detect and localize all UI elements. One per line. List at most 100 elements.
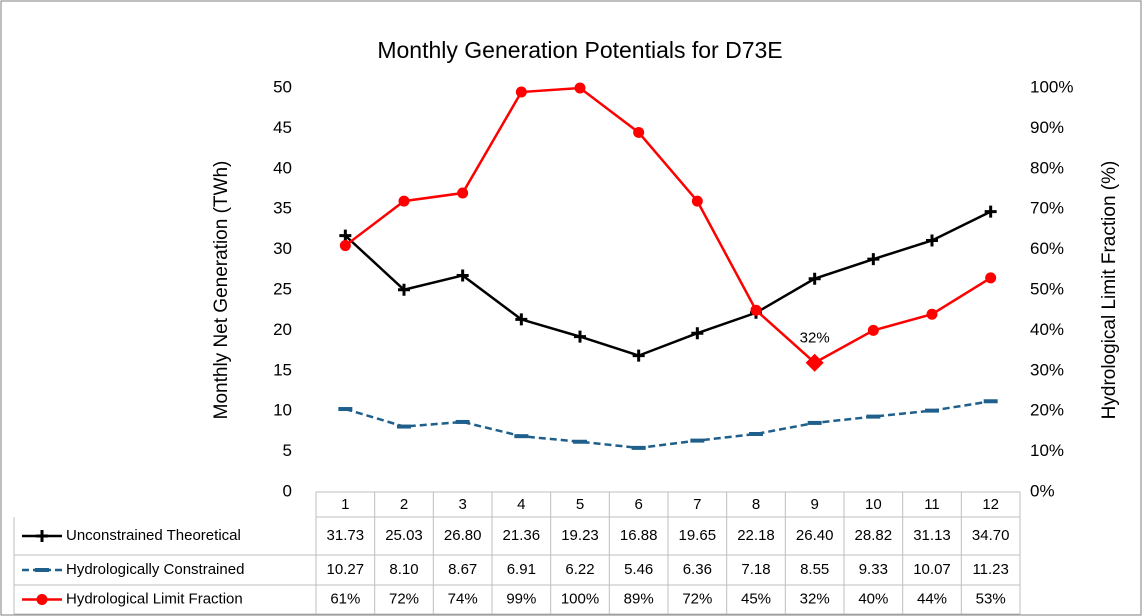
series-marker	[691, 195, 703, 207]
table-cell: 99%	[506, 590, 536, 607]
series-marker	[515, 313, 528, 326]
series-marker	[574, 330, 586, 343]
table-cell: 26.80	[444, 527, 482, 544]
series-marker	[339, 240, 351, 252]
legend-label: Hydrological Limit Fraction	[66, 590, 243, 607]
table-cell: 6.22	[565, 561, 594, 578]
table-cell: 74%	[448, 590, 478, 607]
series-marker	[926, 308, 938, 320]
y-tick-label: 25	[273, 279, 292, 298]
table-cell: 40%	[858, 590, 888, 607]
y-tick-label: 20	[273, 320, 292, 339]
legend-marker	[36, 594, 48, 605]
table-cell: 21.36	[503, 527, 541, 544]
series-line	[344, 86, 992, 365]
table-cell: 26.40	[796, 527, 834, 544]
table-cell: 89%	[624, 590, 654, 607]
series-marker	[750, 304, 762, 316]
table-cell: 8.10	[389, 561, 418, 578]
series-line	[344, 210, 992, 357]
y2-tick-label: 40%	[1030, 320, 1064, 339]
y2-tick-label: 20%	[1030, 401, 1064, 420]
x-tick-label: 4	[517, 496, 525, 513]
table-cell: 16.88	[620, 527, 658, 544]
table-cell: 72%	[682, 590, 712, 607]
table-cell: 53%	[976, 590, 1006, 607]
y2-tick-label: 70%	[1030, 199, 1064, 218]
x-tick-label: 10	[865, 496, 882, 513]
x-tick-label: 7	[693, 496, 701, 513]
table-cell: 19.65	[679, 527, 717, 544]
table-cell: 6.36	[683, 561, 712, 578]
table-cell: 45%	[741, 590, 771, 607]
y2-tick-label: 10%	[1030, 441, 1064, 460]
series-marker	[515, 86, 527, 98]
table-cell: 9.33	[859, 561, 888, 578]
series-marker	[867, 253, 880, 266]
x-tick-label: 6	[634, 496, 642, 513]
series-marker	[632, 349, 645, 362]
y2-tick-label: 80%	[1030, 158, 1064, 177]
x-tick-label: 11	[924, 496, 940, 513]
x-tick-label: 9	[810, 496, 818, 513]
x-tick-label: 8	[752, 496, 760, 513]
y2-tick-label: 60%	[1030, 239, 1064, 258]
series-marker	[926, 234, 938, 247]
y-tick-label: 30	[273, 239, 292, 258]
x-tick-label: 12	[982, 496, 999, 513]
y2-axis-title: Hydrological Limit Fraction (%)	[1099, 161, 1120, 420]
series-marker	[398, 195, 410, 207]
legend-marker	[36, 530, 48, 542]
series-marker	[574, 82, 586, 94]
series-marker	[985, 272, 997, 284]
series-marker	[456, 269, 469, 282]
legend-label: Hydrologically Constrained	[66, 561, 244, 578]
y2-tick-label: 90%	[1030, 118, 1064, 137]
y2-tick-label: 30%	[1030, 360, 1064, 379]
table-cell: 25.03	[385, 527, 423, 544]
table-cell: 10.27	[327, 561, 365, 578]
y-tick-label: 15	[273, 360, 292, 379]
y2-tick-label: 0%	[1030, 481, 1055, 500]
y-tick-label: 10	[273, 401, 292, 420]
series-marker	[808, 272, 821, 285]
series-marker	[691, 327, 704, 340]
table-cell: 61%	[330, 590, 360, 607]
table-cell: 72%	[389, 590, 419, 607]
series-marker	[984, 205, 997, 218]
table-cell: 100%	[561, 590, 599, 607]
y-axis-title: Monthly Net Generation (TWh)	[211, 161, 232, 420]
series-line	[344, 400, 991, 450]
y2-tick-label: 50%	[1030, 279, 1064, 298]
table-cell: 6.91	[507, 561, 536, 578]
table-cell: 32%	[800, 590, 830, 607]
y-tick-label: 40	[273, 158, 292, 177]
data-label: 32%	[800, 330, 830, 347]
y-tick-label: 0	[283, 481, 292, 500]
table-cell: 31.13	[913, 527, 951, 544]
series-marker	[398, 283, 410, 296]
legend-label: Unconstrained Theoretical	[66, 527, 241, 544]
series-marker	[457, 187, 469, 199]
series-marker	[339, 229, 352, 242]
y-tick-label: 45	[273, 118, 292, 137]
table-cell: 34.70	[972, 527, 1010, 544]
y-tick-label: 5	[283, 441, 292, 460]
y-tick-label: 50	[273, 77, 292, 96]
table-cell: 8.55	[800, 561, 829, 578]
table-cell: 22.18	[737, 527, 775, 544]
x-tick-label: 1	[341, 496, 349, 513]
x-tick-label: 2	[400, 496, 408, 513]
series-marker	[633, 126, 645, 138]
table-cell: 28.82	[855, 527, 893, 544]
table-cell: 19.23	[561, 527, 599, 544]
table-cell: 5.46	[624, 561, 653, 578]
y-tick-label: 35	[273, 199, 292, 218]
table-cell: 44%	[917, 590, 947, 607]
table-cell: 7.18	[741, 561, 770, 578]
x-tick-label: 3	[458, 496, 466, 513]
table-cell: 8.67	[448, 561, 477, 578]
table-cell: 31.73	[327, 527, 365, 544]
